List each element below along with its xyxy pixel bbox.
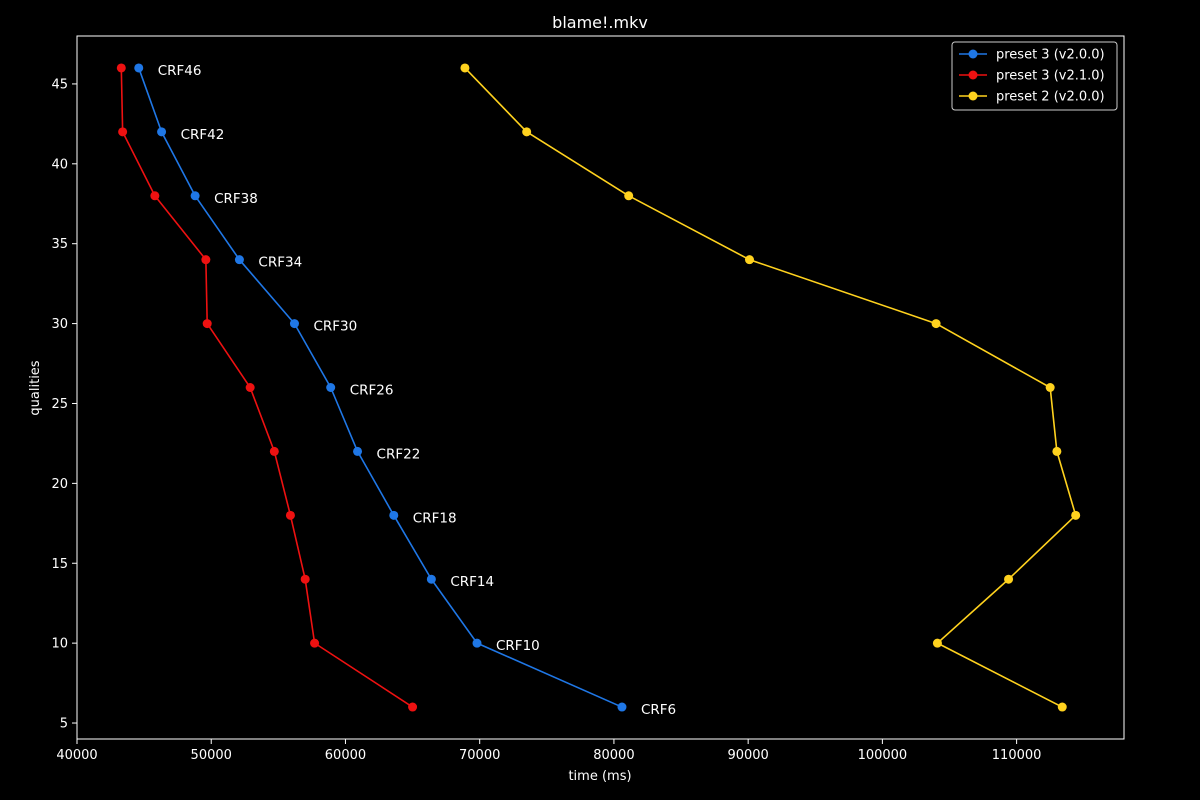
series-point-1: [326, 383, 336, 392]
x-tick-label: 90000: [727, 748, 768, 763]
series-point-3: [1057, 702, 1067, 712]
y-tick-label: 45: [51, 77, 68, 92]
point-label: CRF30: [313, 319, 357, 335]
axes-frame: [76, 35, 1125, 740]
series-point-1: [190, 191, 200, 201]
series-point-1: [353, 446, 363, 456]
series-point-3: [1045, 383, 1055, 392]
legend-entry: preset 3 (v2.1.0): [996, 69, 1105, 84]
x-tick-label: 50000: [191, 748, 232, 763]
series-point-2: [408, 702, 418, 712]
point-label: CRF38: [214, 191, 258, 207]
legend-box: [951, 41, 1118, 111]
point-label: CRF46: [158, 63, 202, 79]
y-tick-label: 25: [51, 397, 68, 412]
series-point-3: [932, 638, 942, 648]
point-label: CRF22: [377, 446, 421, 462]
series-point-2: [310, 638, 320, 648]
x-tick-label: 70000: [459, 748, 500, 763]
y-tick-label: 30: [51, 317, 68, 332]
y-tick-label: 15: [51, 557, 68, 572]
y-axis-label: qualities: [28, 360, 43, 415]
series-point-2: [269, 446, 279, 456]
point-label: CRF34: [258, 255, 302, 271]
series-point-2: [116, 63, 126, 73]
series-point-2: [245, 383, 255, 392]
series-point-3: [1004, 574, 1014, 584]
series-point-1: [289, 319, 299, 329]
point-label: CRF18: [413, 510, 457, 526]
chart-title: blame!.mkv: [552, 13, 648, 32]
point-label: CRF10: [496, 638, 540, 654]
plot-area: 40000 50000 60000 70000 80000 90000 100000 1100…: [51, 35, 1125, 763]
legend: preset 3 (v2.0.0) preset 3 (v2.1.0) preset…: [951, 41, 1118, 111]
y-tick-label: 10: [51, 637, 68, 652]
legend-swatch-marker: [968, 91, 978, 101]
legend-entry: preset 3 (v2.0.0): [996, 48, 1105, 63]
series-point-3: [460, 63, 470, 73]
point-label: CRF26: [350, 383, 394, 399]
x-tick-label: 100000: [858, 748, 908, 763]
x-tick-label: 80000: [593, 748, 634, 763]
legend-swatch-marker: [968, 70, 978, 80]
y-tick-label: 5: [60, 717, 68, 732]
legend-entry: preset 2 (v2.0.0): [996, 90, 1105, 105]
series-point-2: [285, 510, 295, 520]
point-label: CRF14: [450, 574, 494, 590]
series-point-1: [617, 702, 627, 712]
series-point-2: [150, 191, 160, 201]
series-point-3: [1071, 510, 1081, 520]
point-label: CRF42: [181, 127, 225, 143]
x-tick-label: 110000: [992, 748, 1042, 763]
series-point-1: [134, 63, 144, 73]
legend-swatch-marker: [968, 49, 978, 59]
series-point-1: [157, 127, 167, 137]
x-axis-label: time (ms): [568, 769, 631, 784]
series-point-2: [202, 319, 212, 329]
series-point-3: [744, 255, 754, 265]
series-point-1: [234, 255, 244, 265]
series-point-1: [472, 638, 482, 648]
series-point-1: [389, 510, 399, 520]
series-point-2: [118, 127, 128, 137]
point-label: CRF6: [641, 702, 676, 718]
series-point-3: [931, 319, 941, 329]
x-tick-label: 40000: [56, 748, 97, 763]
series-point-3: [624, 191, 634, 201]
x-tick-label: 60000: [325, 748, 366, 763]
series-point-2: [201, 255, 211, 265]
y-tick-label: 40: [51, 157, 68, 172]
series-point-1: [426, 574, 436, 584]
series-point-3: [522, 127, 532, 137]
y-tick-label: 35: [51, 237, 68, 252]
y-tick-label: 20: [51, 477, 68, 492]
series-point-3: [1052, 446, 1062, 456]
series-point-2: [300, 574, 310, 584]
